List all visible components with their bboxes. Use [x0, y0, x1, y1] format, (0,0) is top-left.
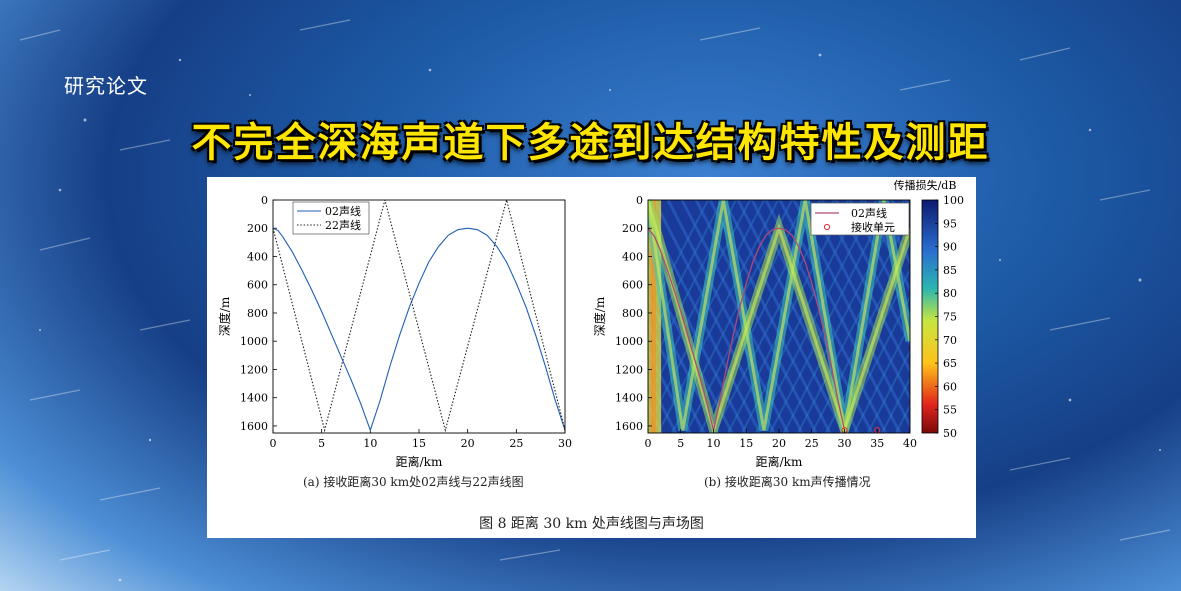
y-tick-label: 0	[261, 194, 268, 207]
x-tick-label: 10	[363, 437, 377, 450]
x-tick-label: 25	[509, 437, 523, 450]
legend-swatch	[823, 223, 831, 231]
section-tag: 研究论文	[64, 74, 148, 98]
x-tick-label: 0	[645, 437, 652, 450]
legend-label: 02声线	[325, 204, 361, 218]
field-band	[881, 376, 910, 433]
x-tick-label: 20	[772, 437, 786, 450]
colorbar-tick-label: 70	[943, 334, 957, 347]
plot-frame-b	[647, 199, 911, 434]
field-band	[648, 266, 734, 433]
x-tick-label: 10	[707, 437, 721, 450]
colorbar-tick-label: 65	[943, 357, 957, 370]
legend-label: 02声线	[851, 206, 887, 220]
legend-label: 22声线	[325, 218, 361, 232]
colorbar-tick-label: 80	[943, 287, 957, 300]
x-tick-label: 30	[838, 437, 852, 450]
x-tick-label: 15	[739, 437, 753, 450]
y-tick-label: 1200	[615, 363, 643, 376]
colorbar-tick-label: 50	[943, 427, 957, 440]
panel-a-caption: (a) 接收距离30 km处02声线与22声线图	[303, 475, 524, 489]
plot-area-a	[273, 200, 565, 433]
figure-svg: 0 5 10 15 20 25 300200400600800100012001400160…	[217, 178, 976, 469]
ray-02-line	[273, 227, 565, 432]
x-tick-label: 40	[903, 437, 917, 450]
field-band	[876, 200, 910, 266]
page-title: 不完全深海声道下多途到达结构特性及测距	[191, 119, 990, 166]
colorbar-tick-label: 100	[943, 194, 964, 207]
x-tick-label: 30	[558, 437, 572, 450]
y-tick-label: 200	[247, 222, 268, 235]
x-axis-label: 距离/km	[396, 454, 443, 469]
field-band	[904, 200, 910, 212]
plot-frame-a	[272, 199, 566, 434]
x-tick-label: 35	[870, 437, 884, 450]
x-tick-label: 0	[270, 437, 277, 450]
panel-b-caption: (b) 接收距离30 km声传播情况	[704, 475, 871, 489]
figure-panel: 0 5 10 15 20 25 30 0 200 400 600 800 1000 1200 1400 160…	[207, 177, 976, 538]
y-tick-label: 1600	[615, 420, 643, 433]
field-band	[966, 200, 976, 433]
y-tick-label: 800	[622, 307, 643, 320]
heatmap-layers	[648, 200, 976, 433]
y-tick-label: 400	[247, 250, 268, 263]
x-tick-label: 25	[805, 437, 819, 450]
field-band	[648, 320, 706, 433]
legend-box-a	[292, 201, 370, 235]
y-tick-label: 600	[247, 279, 268, 292]
ray-22-line	[273, 200, 565, 433]
field-band	[962, 200, 976, 433]
x-tick-label: 20	[461, 437, 475, 450]
colorbar-tick-label: 75	[943, 311, 957, 324]
colorbar-tick-label: 95	[943, 217, 957, 230]
y-tick-label: 1200	[240, 363, 268, 376]
colorbar-label: 传播损失/dB	[894, 178, 957, 192]
y-axis-label: 深度/m	[592, 296, 607, 336]
field-band	[867, 349, 910, 433]
y-tick-label: 1400	[240, 392, 268, 405]
field-band	[853, 322, 910, 433]
y-tick-label: 0	[636, 194, 643, 207]
y-tick-label: 1000	[615, 335, 643, 348]
ray-tube-core	[648, 200, 910, 431]
colorbar-tick-label: 90	[943, 241, 957, 254]
x-axis-label: 距离/km	[756, 454, 803, 469]
y-tick-label: 600	[622, 279, 643, 292]
y-tick-label: 1400	[615, 392, 643, 405]
y-tick-label: 200	[622, 222, 643, 235]
colorbar-tick-label: 60	[943, 380, 957, 393]
y-tick-label: 1600	[240, 420, 268, 433]
legend-label: 接收单元	[851, 220, 895, 234]
ray-02-line-b	[648, 227, 846, 431]
x-tick-label: 5	[677, 437, 684, 450]
y-tick-label: 1000	[240, 335, 268, 348]
chart-b: 0 5 10 15 20 25 30 35 40020040060080010001200140…	[592, 178, 976, 469]
field-band	[834, 200, 910, 347]
field-band	[648, 348, 692, 433]
x-tick-label: 5	[318, 437, 325, 450]
series-group-a	[273, 200, 565, 433]
colorbar-tick-label: 85	[943, 264, 957, 277]
field-band	[848, 200, 910, 320]
colorbar-tick-label: 55	[943, 404, 957, 417]
chart-a: 0 5 10 15 20 25 30 0 200 400 600 800 1000 1200 1400 160…	[217, 194, 572, 469]
y-axis-label: 深度/m	[217, 296, 232, 336]
y-tick-label: 800	[247, 307, 268, 320]
y-tick-label: 400	[622, 250, 643, 263]
figure-caption: 图 8 距离 30 km 处声线图与声场图	[479, 516, 704, 532]
near-field-core	[650, 200, 656, 433]
field-band	[862, 200, 910, 293]
x-tick-label: 15	[412, 437, 426, 450]
